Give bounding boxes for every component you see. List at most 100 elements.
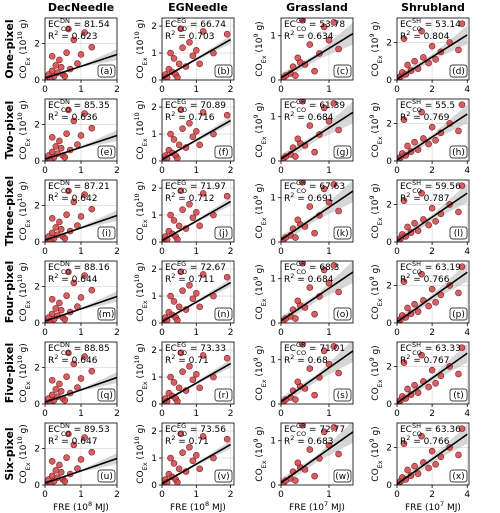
x-tick-label: 4	[464, 85, 470, 95]
point	[63, 211, 70, 218]
x-tick-label: 4	[464, 328, 470, 338]
text-segment: 9	[252, 357, 260, 361]
text-segment: = 59.56	[422, 182, 461, 192]
text-segment: 2	[290, 110, 294, 118]
point	[294, 54, 302, 62]
text-segment: g)	[255, 345, 265, 357]
r2-annotation: R2 = 0.787	[400, 191, 449, 204]
x-tick-label: 1	[193, 409, 199, 419]
text-segment: 2	[290, 272, 294, 280]
point	[174, 479, 181, 485]
text-segment: CO	[61, 25, 71, 33]
text-segment: g)	[136, 19, 146, 31]
text-segment: g)	[371, 345, 381, 357]
confidence-band	[397, 183, 468, 242]
point	[299, 342, 306, 348]
point	[306, 446, 314, 453]
text-segment: EC	[165, 263, 177, 273]
point	[57, 225, 65, 233]
panel-label: (i)	[102, 229, 112, 239]
text-segment: DN	[60, 422, 70, 430]
text-segment: CO	[177, 106, 187, 114]
panel-label-box	[449, 64, 468, 78]
fit-line	[162, 200, 231, 242]
y-tick-label: 0	[151, 481, 157, 491]
point	[404, 466, 411, 474]
x-tick-label: 1	[78, 328, 84, 338]
text-segment: 9	[368, 438, 376, 442]
y-tick-label: 2	[34, 121, 40, 131]
point	[311, 472, 318, 480]
y-axis-label: COEx (109 g)	[252, 102, 268, 157]
point	[199, 109, 207, 116]
text-segment: = 66.74	[187, 20, 226, 30]
text-segment: CO	[19, 470, 29, 483]
x-tick-label: 1	[193, 328, 199, 338]
x-tick-label: 1	[326, 166, 332, 176]
text-segment: Ex	[260, 55, 268, 63]
y-axis-label: COEx (109 g)	[368, 264, 384, 319]
text-segment: = 0.71	[175, 356, 208, 366]
text-segment: EC	[400, 101, 412, 111]
panel-label-box	[449, 388, 468, 402]
text-segment: = 0.711	[175, 275, 214, 285]
point	[65, 187, 72, 195]
text-segment: 2	[406, 110, 410, 118]
point	[52, 386, 60, 393]
ec-annotation: ECGR CO = 53.78	[284, 17, 345, 33]
text-segment: CO	[19, 389, 29, 402]
y-tick-label: 2	[34, 40, 40, 50]
text-segment: g)	[255, 102, 265, 114]
confidence-band	[397, 104, 468, 161]
y-axis-label: COEx (1010 g)	[16, 181, 32, 241]
panel-label-box	[214, 307, 233, 321]
text-segment: (10	[371, 199, 381, 217]
text-segment: R	[165, 275, 171, 285]
point	[57, 63, 65, 71]
x-tick-label: 2	[228, 166, 234, 176]
text-segment: (10	[19, 444, 29, 462]
panel-label: (w)	[335, 472, 349, 482]
plot-content	[397, 20, 468, 80]
plot-content	[45, 430, 117, 485]
point	[70, 117, 78, 125]
x-tick-label: 2	[429, 166, 435, 176]
ec-annotation: ECEG CO = 73.33	[165, 341, 226, 357]
text-segment: 2	[406, 434, 410, 442]
text-segment: R	[284, 194, 290, 204]
point	[458, 425, 466, 432]
point	[192, 47, 200, 54]
text-segment: Ex	[141, 300, 149, 308]
point	[170, 298, 178, 305]
ec-annotation: ECGR CO = 72.77	[284, 422, 345, 438]
text-segment: EC	[48, 20, 60, 30]
text-segment: Ex	[24, 57, 32, 65]
point	[48, 376, 56, 384]
text-segment: = 0.766	[410, 437, 449, 447]
point	[306, 41, 314, 48]
point	[335, 45, 342, 53]
text-segment: EC	[165, 20, 177, 30]
text-segment: GR	[296, 179, 306, 187]
text-segment: g)	[255, 183, 265, 195]
panel-label: (f)	[218, 148, 228, 158]
text-segment: g)	[19, 181, 29, 193]
text-segment: CO	[177, 25, 187, 33]
point	[223, 30, 231, 38]
point	[167, 49, 174, 57]
x-tick-label: 1	[326, 409, 332, 419]
panel-label-box	[214, 388, 233, 402]
column-title: DecNeedle	[48, 1, 114, 14]
plot-frame	[280, 341, 354, 405]
point	[311, 148, 318, 156]
point	[306, 365, 314, 372]
point	[425, 383, 432, 391]
text-segment: 9	[252, 114, 260, 118]
text-segment: = 0.642	[58, 194, 97, 204]
plot-frame	[396, 98, 470, 162]
